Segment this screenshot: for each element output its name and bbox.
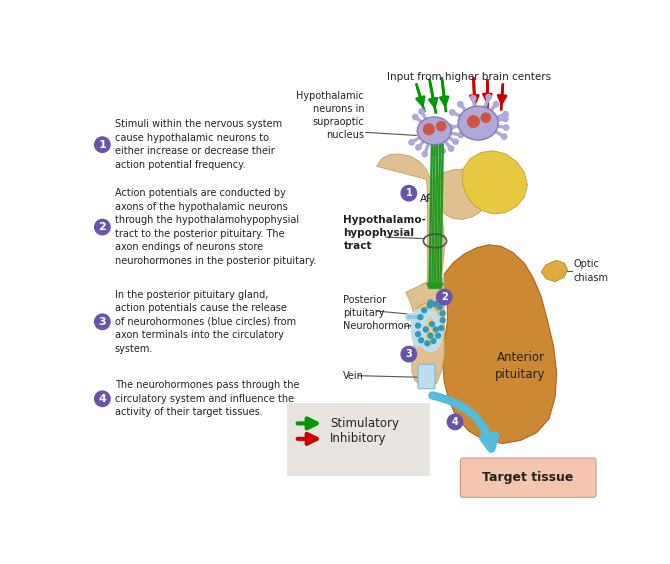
Circle shape	[440, 311, 445, 316]
Circle shape	[440, 318, 445, 323]
FancyArrowPatch shape	[432, 395, 495, 448]
Text: Neurohormone: Neurohormone	[343, 321, 416, 332]
Circle shape	[433, 327, 438, 332]
Circle shape	[450, 109, 455, 115]
Circle shape	[437, 305, 442, 310]
Text: In the posterior pituitary gland,
action potentials cause the release
of neuroho: In the posterior pituitary gland, action…	[115, 289, 296, 354]
Circle shape	[409, 140, 414, 145]
Text: Hypothalamo-
hypophysial
tract: Hypothalamo- hypophysial tract	[343, 215, 426, 252]
Text: 4: 4	[452, 417, 458, 427]
Circle shape	[425, 341, 429, 346]
Circle shape	[94, 137, 110, 152]
Circle shape	[431, 151, 437, 156]
Circle shape	[448, 125, 454, 130]
Circle shape	[481, 113, 490, 122]
Circle shape	[401, 346, 417, 362]
Circle shape	[437, 122, 446, 131]
Text: 1: 1	[405, 188, 412, 198]
Circle shape	[448, 146, 454, 151]
Circle shape	[415, 323, 421, 328]
Text: Optic
chiasm: Optic chiasm	[574, 259, 608, 283]
Circle shape	[423, 124, 434, 135]
Circle shape	[428, 300, 433, 305]
Circle shape	[470, 95, 476, 101]
Circle shape	[415, 332, 421, 337]
Text: The neurohormones pass through the
circulatory system and influence the
activity: The neurohormones pass through the circu…	[115, 380, 299, 417]
FancyBboxPatch shape	[418, 364, 435, 389]
Circle shape	[458, 102, 463, 107]
Circle shape	[431, 338, 436, 343]
Text: Posterior
pituitary: Posterior pituitary	[343, 295, 387, 318]
Circle shape	[437, 289, 452, 305]
FancyBboxPatch shape	[287, 403, 429, 476]
Polygon shape	[377, 154, 489, 387]
Circle shape	[436, 333, 441, 338]
Circle shape	[94, 314, 110, 329]
Circle shape	[453, 139, 458, 144]
FancyBboxPatch shape	[460, 458, 596, 497]
Circle shape	[486, 94, 491, 100]
Circle shape	[468, 116, 479, 127]
Circle shape	[502, 116, 508, 121]
Text: Target tissue: Target tissue	[482, 471, 574, 484]
Circle shape	[428, 333, 433, 338]
Text: Action potentials are conducted by
axons of the hypothalamic neurons
through the: Action potentials are conducted by axons…	[115, 188, 316, 266]
Circle shape	[419, 338, 423, 343]
Circle shape	[448, 414, 463, 430]
Circle shape	[401, 186, 417, 201]
Text: 2: 2	[441, 292, 448, 302]
Text: Stimuli within the nervous system
cause hypothalamic neurons to
either increase : Stimuli within the nervous system cause …	[115, 119, 282, 170]
Circle shape	[439, 325, 444, 331]
Text: 4: 4	[98, 394, 107, 404]
Circle shape	[440, 148, 446, 154]
Circle shape	[419, 109, 424, 114]
Ellipse shape	[417, 117, 451, 145]
Text: Stimulatory: Stimulatory	[330, 417, 399, 430]
Circle shape	[94, 219, 110, 235]
Ellipse shape	[413, 303, 440, 346]
Polygon shape	[463, 151, 527, 214]
Circle shape	[427, 303, 432, 308]
Text: 3: 3	[405, 349, 412, 359]
Text: Anterior
pituitary: Anterior pituitary	[495, 351, 546, 381]
Circle shape	[501, 134, 507, 139]
Circle shape	[458, 133, 464, 138]
Circle shape	[413, 114, 418, 120]
Circle shape	[422, 151, 427, 157]
Circle shape	[503, 125, 509, 130]
Circle shape	[433, 302, 438, 307]
Circle shape	[421, 308, 427, 312]
Polygon shape	[541, 260, 567, 282]
Circle shape	[429, 321, 434, 327]
Circle shape	[415, 144, 421, 150]
Text: 3: 3	[98, 317, 106, 327]
Ellipse shape	[458, 106, 498, 140]
Text: Vein: Vein	[343, 371, 364, 381]
Circle shape	[493, 102, 498, 107]
Circle shape	[423, 327, 428, 332]
Circle shape	[94, 391, 110, 407]
Circle shape	[503, 112, 509, 117]
Text: Input from higher brain centers: Input from higher brain centers	[387, 72, 551, 82]
Text: 1: 1	[98, 140, 107, 149]
Polygon shape	[443, 245, 557, 443]
Text: 2: 2	[98, 222, 107, 232]
Text: AP: AP	[419, 193, 433, 204]
Circle shape	[418, 315, 423, 320]
Text: Hypothalamic
neurons in
supraoptic
nucleus: Hypothalamic neurons in supraoptic nucle…	[296, 91, 364, 140]
Text: Inhibitory: Inhibitory	[330, 433, 387, 446]
